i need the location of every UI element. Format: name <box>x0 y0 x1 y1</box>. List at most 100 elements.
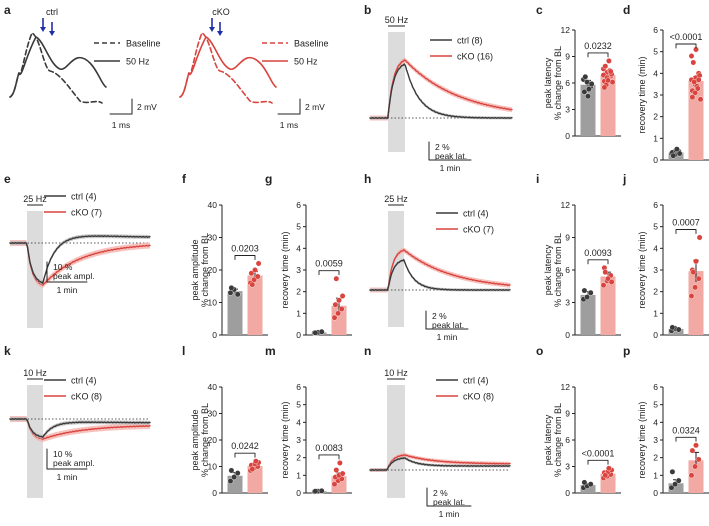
y-tick-label-o: 12 <box>561 382 571 392</box>
data-point-ctrl-o <box>587 481 594 488</box>
y-tick-label-c: 0 <box>565 131 570 141</box>
y-tick-label-d: 4 <box>653 68 658 78</box>
y-tick-label-l: 10 <box>208 462 218 472</box>
data-point-cKO-f <box>248 270 255 277</box>
trace-ctrl-n <box>369 457 511 471</box>
y-tick-label-f: 30 <box>208 233 218 243</box>
data-point-cKO-g <box>338 306 345 312</box>
legend-50hz-label-cko: 50 Hz <box>294 57 318 67</box>
scale-bar-n <box>426 487 472 507</box>
y-tick-label-f: 10 <box>208 298 218 308</box>
scale-label-x-h: 1 min <box>437 332 458 342</box>
data-point-cKO-d <box>695 76 702 83</box>
y-tick-label-d: 1 <box>653 133 658 143</box>
stimulus-shade-e <box>27 211 43 328</box>
data-point-cKO-o <box>606 465 612 472</box>
scale-bar-b <box>428 141 472 161</box>
label-cko-a: cKO <box>212 7 230 17</box>
sem-band-cko-n <box>370 453 510 472</box>
y-label-m: recovery time (min) <box>280 401 290 478</box>
y-tick-label-m: 1 <box>296 470 301 480</box>
legend-label-cko-k: cKO (8) <box>71 392 102 402</box>
panel-letter-m: m <box>265 344 276 358</box>
sig-bracket-c <box>587 52 609 58</box>
sig-bracket-o <box>587 459 609 465</box>
scale-label-ms-cko: 1 ms <box>280 120 298 130</box>
stimulus-label-e: 25 Hz <box>23 194 47 204</box>
bar-ctrl-c <box>580 84 596 136</box>
data-point-cKO-d <box>692 89 698 96</box>
scale-label-y2-h: peak lat. <box>432 320 464 330</box>
data-point-cKO-f <box>254 273 261 280</box>
trace-ctrl-b <box>369 63 513 119</box>
y-tick-label-p: 0 <box>653 488 658 498</box>
scale-label-x-e: 1 min <box>57 285 78 295</box>
y-label-j: recovery time (min) <box>637 231 647 308</box>
stimulus-shade-h <box>388 211 404 327</box>
data-point-ctrl-l <box>234 470 241 477</box>
data-point-cKO-o <box>602 472 609 479</box>
stimulus-label-b: 50 Hz <box>385 15 409 25</box>
y-tick-label-g: 1 <box>296 308 301 318</box>
panel-letter-p: p <box>623 344 630 358</box>
data-point-cKO-j <box>690 269 697 276</box>
scale-bar-k <box>46 448 88 470</box>
bar-ctrl-f <box>227 291 243 335</box>
y-tick-label-d: 3 <box>653 90 658 100</box>
y-tick-label-o: 3 <box>565 462 570 472</box>
legend-label-cko-h: cKO (7) <box>463 225 494 235</box>
data-point-ctrl-l <box>231 474 238 480</box>
y-tick-label-o: 9 <box>565 409 570 419</box>
data-point-cKO-c <box>606 58 612 64</box>
panel-letter-g: g <box>265 172 272 186</box>
data-point-cKO-i <box>605 275 611 282</box>
y-tick-label-i: 12 <box>561 200 571 210</box>
data-point-ctrl-p <box>668 484 675 491</box>
y-tick-label-j: 6 <box>653 200 658 210</box>
y-tick-label-l: 30 <box>208 409 218 419</box>
data-point-ctrl-c <box>581 88 588 95</box>
y-tick-label-m: 3 <box>296 435 301 445</box>
scale-label-mv-cko: 2 mV <box>305 102 325 112</box>
legend-label-cko-n: cKO (8) <box>463 392 494 402</box>
legend-label-ctrl-b: ctrl (8) <box>457 36 483 46</box>
legend-label-cko-b: cKO (16) <box>457 52 493 62</box>
scale-label-y2-n: peak lat. <box>433 497 465 507</box>
sig-bracket-i <box>587 259 609 265</box>
y-tick-label-m: 0 <box>296 488 301 498</box>
bar-cKO-i <box>600 276 616 335</box>
y-tick-label-d: 6 <box>653 25 658 35</box>
y-tick-label-g: 6 <box>296 200 301 210</box>
y-label-o: peak latency <box>543 414 553 465</box>
peak-arrow-head <box>217 31 223 36</box>
data-point-cKO-m <box>331 481 338 488</box>
data-point-cKO-f <box>255 260 262 267</box>
y-tick-label-g: 3 <box>296 265 301 275</box>
data-point-cKO-p <box>695 456 702 463</box>
y-tick-label-g: 5 <box>296 222 301 232</box>
data-point-ctrl-g <box>312 329 319 336</box>
sig-bracket-f <box>234 255 256 260</box>
data-point-cKO-j <box>688 293 695 299</box>
data-point-cKO-m <box>336 460 343 466</box>
y-label-p: recovery time (min) <box>637 401 647 478</box>
scale-label-y2-k: peak ampl. <box>53 458 95 468</box>
y-label-o: % change from BL <box>553 403 563 477</box>
trace-ctrl-k <box>9 418 151 438</box>
y-tick-label-p: 4 <box>653 417 658 427</box>
y-label-i: peak latency <box>543 244 553 295</box>
data-point-cKO-m <box>333 467 340 473</box>
y-tick-label-f: 40 <box>208 200 218 210</box>
p-value-g: 0.0059 <box>315 259 343 269</box>
y-tick-label-p: 6 <box>653 382 658 392</box>
data-point-ctrl-f <box>228 284 235 291</box>
data-point-cKO-d <box>694 85 701 92</box>
y-tick-label-o: 0 <box>565 488 570 498</box>
data-point-cKO-g <box>335 310 341 317</box>
y-tick-label-m: 4 <box>296 417 301 427</box>
y-label-d: recovery time (min) <box>637 56 647 133</box>
data-point-ctrl-o <box>581 479 588 486</box>
scale-label-y-e: 10 % <box>53 262 73 272</box>
y-tick-label-f: 20 <box>208 265 218 275</box>
data-point-ctrl-p <box>672 481 678 488</box>
